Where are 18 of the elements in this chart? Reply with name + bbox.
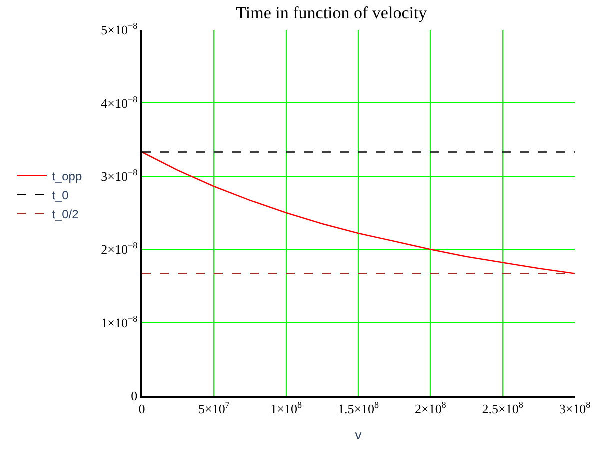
chart-title: Time in function of velocity [236, 4, 428, 23]
x-tick-label: 2.5×10$^{8}$ [482, 400, 524, 416]
y-tick-label: 4×10$^{−8}$ [101, 94, 138, 111]
y-tick-label: 2×10$^{−8}$ [101, 240, 138, 258]
x-tick-label: 1×10$^{8}$ [270, 400, 302, 416]
x-tick-label: 1.5×10$^{8}$ [338, 400, 380, 416]
x-tick-label: 2×10$^{8}$ [414, 400, 447, 416]
legend-label: t_opp [52, 169, 82, 184]
legend-label: t_0 [52, 188, 70, 202]
y-tick-label: 5×10$^{−8}$ [101, 21, 138, 38]
y-tick-label: 0 [131, 388, 138, 404]
legend-label: t_0/2 [52, 207, 80, 222]
x-axis-title: v [355, 427, 362, 442]
y-tick-label: 1×10$^{−8}$ [101, 314, 138, 330]
x-tick-label: 3×10$^{8}$ [559, 400, 592, 416]
x-tick-label: 5×10$^{7}$ [198, 400, 230, 416]
y-tick-label: 3×10$^{−8}$ [101, 167, 138, 184]
line-series [142, 152, 575, 274]
